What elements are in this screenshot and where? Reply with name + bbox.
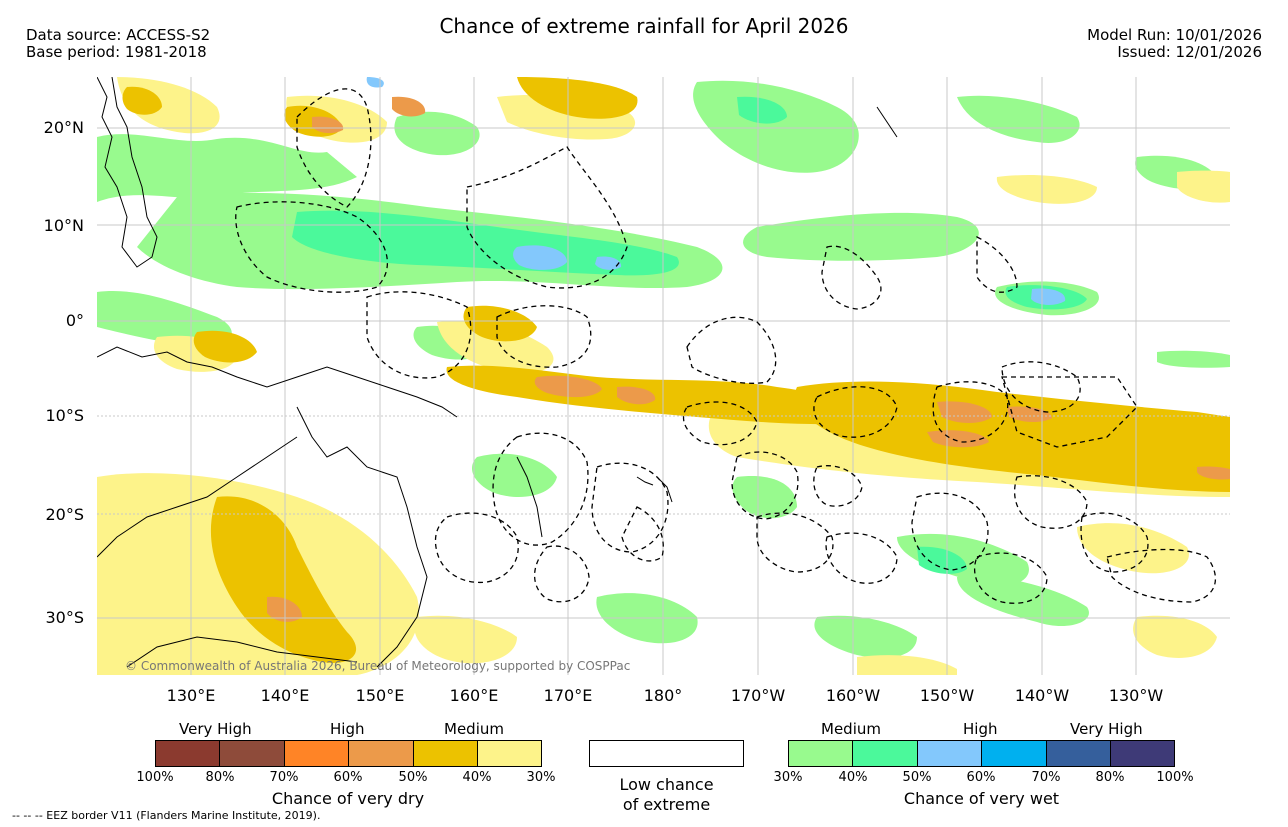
data-source-label: Data source: ACCESS-S2 bbox=[26, 26, 211, 44]
wet-tick-50: 50% bbox=[902, 770, 932, 785]
dry-heading-medium: Medium bbox=[444, 720, 504, 738]
wet-swatch-5 bbox=[1110, 740, 1176, 767]
dry-high-regions bbox=[267, 96, 1230, 622]
wet-tick-70: 70% bbox=[1031, 770, 1061, 785]
lat-label-30s: 30°S bbox=[45, 608, 84, 627]
dry-swatch-3 bbox=[348, 740, 414, 767]
wet-swatch-2 bbox=[916, 740, 983, 767]
model-run-label: Model Run: 10/01/2026 bbox=[1087, 26, 1262, 44]
wet-colorbar-title: Chance of very wet bbox=[903, 789, 1060, 808]
dry-tick-60: 60% bbox=[333, 770, 363, 785]
wet-high-regions bbox=[292, 96, 1087, 574]
issued-label: Issued: 12/01/2026 bbox=[1117, 43, 1262, 61]
lat-label-10s: 10°S bbox=[45, 406, 84, 425]
wet-swatch-1 bbox=[852, 740, 918, 767]
dry-tick-80: 80% bbox=[205, 770, 235, 785]
dry-tick-30: 30% bbox=[526, 770, 556, 785]
dry-swatch-2 bbox=[283, 740, 350, 767]
wet-tick-30: 30% bbox=[773, 770, 803, 785]
dry-swatch-1 bbox=[219, 740, 285, 767]
map-title: Chance of extreme rainfall for April 202… bbox=[439, 14, 849, 38]
lon-label-130w: 130°W bbox=[1108, 686, 1164, 705]
eez-borders bbox=[235, 88, 1216, 604]
wet-tick-100: 100% bbox=[1156, 770, 1194, 785]
dry-tick-100: 100% bbox=[136, 770, 174, 785]
low-chance-swatch bbox=[589, 740, 744, 767]
dry-tick-40: 40% bbox=[462, 770, 492, 785]
lon-label-160e: 160°E bbox=[449, 686, 499, 705]
dry-tick-50: 50% bbox=[398, 770, 428, 785]
dry-heading-high: High bbox=[330, 720, 365, 738]
dry-swatch-0 bbox=[155, 740, 221, 767]
lon-label-140e: 140°E bbox=[260, 686, 310, 705]
wet-swatch-3 bbox=[981, 740, 1047, 767]
wet-tick-40: 40% bbox=[838, 770, 868, 785]
lon-label-130e: 130°E bbox=[166, 686, 216, 705]
wet-heading-very-high: Very High bbox=[1070, 720, 1143, 738]
dry-swatch-4 bbox=[412, 740, 478, 767]
dry-heading-very-high: Very High bbox=[179, 720, 252, 738]
low-chance-title-line2: of extreme bbox=[622, 795, 711, 814]
wet-heading-high: High bbox=[963, 720, 998, 738]
wet-swatch-4 bbox=[1045, 740, 1111, 767]
lon-label-150w: 150°W bbox=[919, 686, 975, 705]
low-chance-title-line1: Low chance bbox=[619, 775, 714, 794]
lon-label-150e: 150°E bbox=[355, 686, 405, 705]
dry-medium-regions bbox=[122, 77, 1230, 663]
dry-swatch-5 bbox=[477, 740, 543, 767]
lat-label-20s: 20°S bbox=[45, 505, 84, 524]
wet-heading-medium: Medium bbox=[821, 720, 881, 738]
dry-colorbar-title: Chance of very dry bbox=[271, 789, 425, 808]
lon-label-180: 180° bbox=[643, 686, 683, 705]
wet-tick-60: 60% bbox=[966, 770, 996, 785]
rainfall-map: © Commonwealth of Australia 2026, Bureau… bbox=[97, 77, 1230, 675]
lat-label-20n: 20°N bbox=[43, 118, 84, 137]
map-gridlines bbox=[97, 77, 1230, 675]
lon-label-170w: 170°W bbox=[730, 686, 786, 705]
lat-label-10n: 10°N bbox=[43, 216, 84, 235]
lon-label-140w: 140°W bbox=[1014, 686, 1070, 705]
wet-swatch-0 bbox=[788, 740, 854, 767]
wet-tick-80: 80% bbox=[1095, 770, 1125, 785]
base-period-label: Base period: 1981-2018 bbox=[26, 43, 207, 61]
coastlines bbox=[97, 77, 898, 668]
lon-label-170e: 170°E bbox=[543, 686, 593, 705]
lat-label-0: 0° bbox=[65, 311, 84, 330]
lon-label-160w: 160°W bbox=[825, 686, 881, 705]
map-copyright: © Commonwealth of Australia 2026, Bureau… bbox=[125, 659, 630, 673]
dry-tick-70: 70% bbox=[269, 770, 299, 785]
eez-note: -- -- -- EEZ border V11 (Flanders Marine… bbox=[12, 809, 321, 822]
